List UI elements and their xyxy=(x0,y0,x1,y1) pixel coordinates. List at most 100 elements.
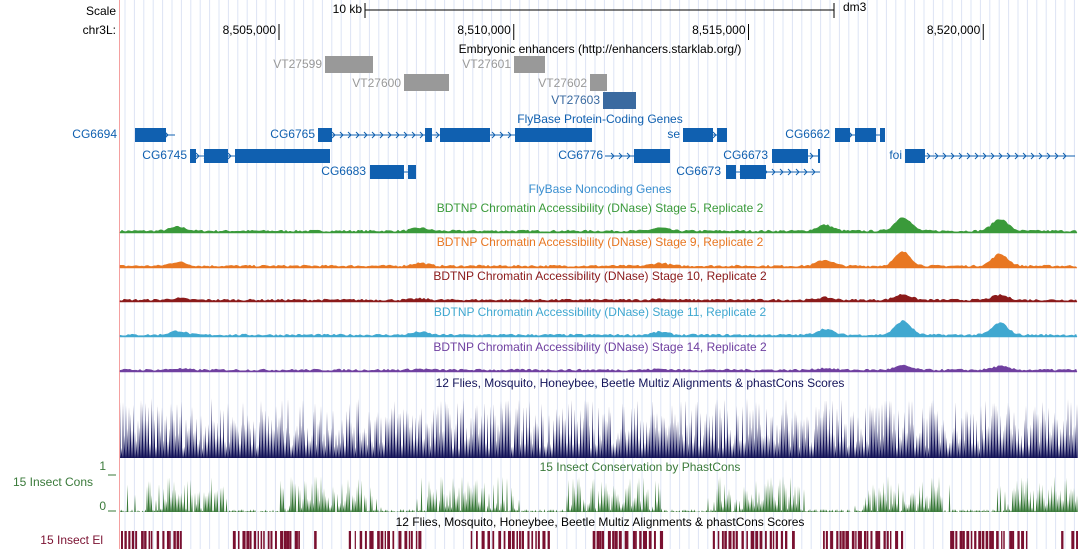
element xyxy=(632,531,636,549)
strand-arrow xyxy=(371,131,376,139)
element xyxy=(981,531,985,549)
element xyxy=(875,531,879,549)
signal-track xyxy=(119,293,1078,303)
strand-arrow xyxy=(934,152,939,160)
element xyxy=(883,531,886,549)
element xyxy=(721,531,724,549)
element xyxy=(314,531,317,549)
element xyxy=(547,531,550,549)
element xyxy=(519,531,521,549)
strand-arrow xyxy=(1062,152,1067,160)
element xyxy=(842,531,845,549)
element xyxy=(156,531,160,549)
element xyxy=(886,531,889,549)
element xyxy=(242,531,246,549)
element xyxy=(348,531,352,549)
enhancer xyxy=(514,56,545,73)
element xyxy=(274,531,277,549)
enhancer-label: VT27603 xyxy=(551,93,600,107)
element xyxy=(507,531,512,549)
element xyxy=(470,531,473,549)
element xyxy=(246,531,250,549)
track-title: 15 Insect Conservation by PhastCons xyxy=(540,460,741,474)
element xyxy=(592,531,596,549)
exon xyxy=(135,128,166,142)
strand-arrow xyxy=(1046,152,1051,160)
track-title: BDTNP Chromatin Accessibility (DNase) St… xyxy=(433,269,767,283)
exon xyxy=(726,165,736,179)
element xyxy=(237,531,240,549)
element xyxy=(298,531,300,549)
track-title: BDTNP Chromatin Accessibility (DNase) St… xyxy=(437,235,764,249)
element xyxy=(847,531,849,549)
element xyxy=(398,531,402,549)
strand-arrow xyxy=(958,152,963,160)
element xyxy=(359,531,363,549)
strand-arrow xyxy=(926,152,931,160)
axis-min: 0 xyxy=(99,499,106,513)
element xyxy=(232,531,236,549)
strand-arrow xyxy=(355,131,360,139)
element xyxy=(792,531,795,549)
element xyxy=(755,531,759,549)
exon xyxy=(880,128,885,142)
signal-track xyxy=(119,364,1078,373)
element xyxy=(970,531,973,549)
element xyxy=(128,531,131,549)
track-title: FlyBase Noncoding Genes xyxy=(529,182,672,196)
exon xyxy=(190,149,196,163)
gene-label: CG6694 xyxy=(72,127,117,141)
element xyxy=(531,531,534,549)
gene-label: CG6776 xyxy=(558,148,603,162)
enhancer-label: VT27600 xyxy=(352,76,401,90)
strand-arrow xyxy=(331,131,336,139)
gene-label: se xyxy=(667,127,680,141)
track-title: 12 Flies, Mosquito, Honeybee, Beetle Mul… xyxy=(436,376,845,390)
exon xyxy=(855,128,876,142)
strand-arrow xyxy=(998,152,1003,160)
signal-track xyxy=(119,217,1078,234)
element xyxy=(377,531,380,549)
strand-arrow xyxy=(1030,152,1035,160)
element xyxy=(895,531,899,549)
enhancer-label: VT27599 xyxy=(273,57,322,71)
gene-label: CG6765 xyxy=(270,127,315,141)
element xyxy=(253,531,257,549)
element xyxy=(131,531,135,549)
exon xyxy=(318,128,332,142)
element xyxy=(825,531,828,549)
track-title: BDTNP Chromatin Accessibility (DNase) St… xyxy=(437,201,764,215)
strand-arrow xyxy=(787,168,792,176)
element xyxy=(845,531,849,549)
strand-arrow xyxy=(795,168,800,176)
gene-label: CG6662 xyxy=(785,127,830,141)
element xyxy=(780,531,783,549)
element xyxy=(176,531,180,549)
exon xyxy=(204,149,228,163)
strand-arrow xyxy=(942,152,947,160)
strand-arrow xyxy=(379,131,384,139)
element xyxy=(294,531,298,549)
track-title: Embryonic enhancers (http://enhancers.st… xyxy=(459,42,742,56)
element xyxy=(855,531,857,549)
element xyxy=(901,531,904,549)
element xyxy=(870,531,873,549)
strand-arrow xyxy=(227,152,232,160)
element xyxy=(537,531,540,549)
element xyxy=(741,531,744,549)
element xyxy=(1025,531,1028,549)
element xyxy=(1017,531,1020,549)
gene-label: CG6683 xyxy=(321,164,366,178)
element xyxy=(516,531,519,549)
track-label: 15 Insect El xyxy=(40,533,103,547)
strand-arrow xyxy=(1022,152,1027,160)
element xyxy=(851,531,855,549)
exon xyxy=(634,149,670,163)
element xyxy=(408,531,411,549)
element xyxy=(950,531,953,549)
scale-bar xyxy=(364,3,835,18)
element xyxy=(784,531,788,549)
strand-arrow xyxy=(347,131,352,139)
element xyxy=(492,531,495,549)
track-title: BDTNP Chromatin Accessibility (DNase) St… xyxy=(434,305,767,319)
